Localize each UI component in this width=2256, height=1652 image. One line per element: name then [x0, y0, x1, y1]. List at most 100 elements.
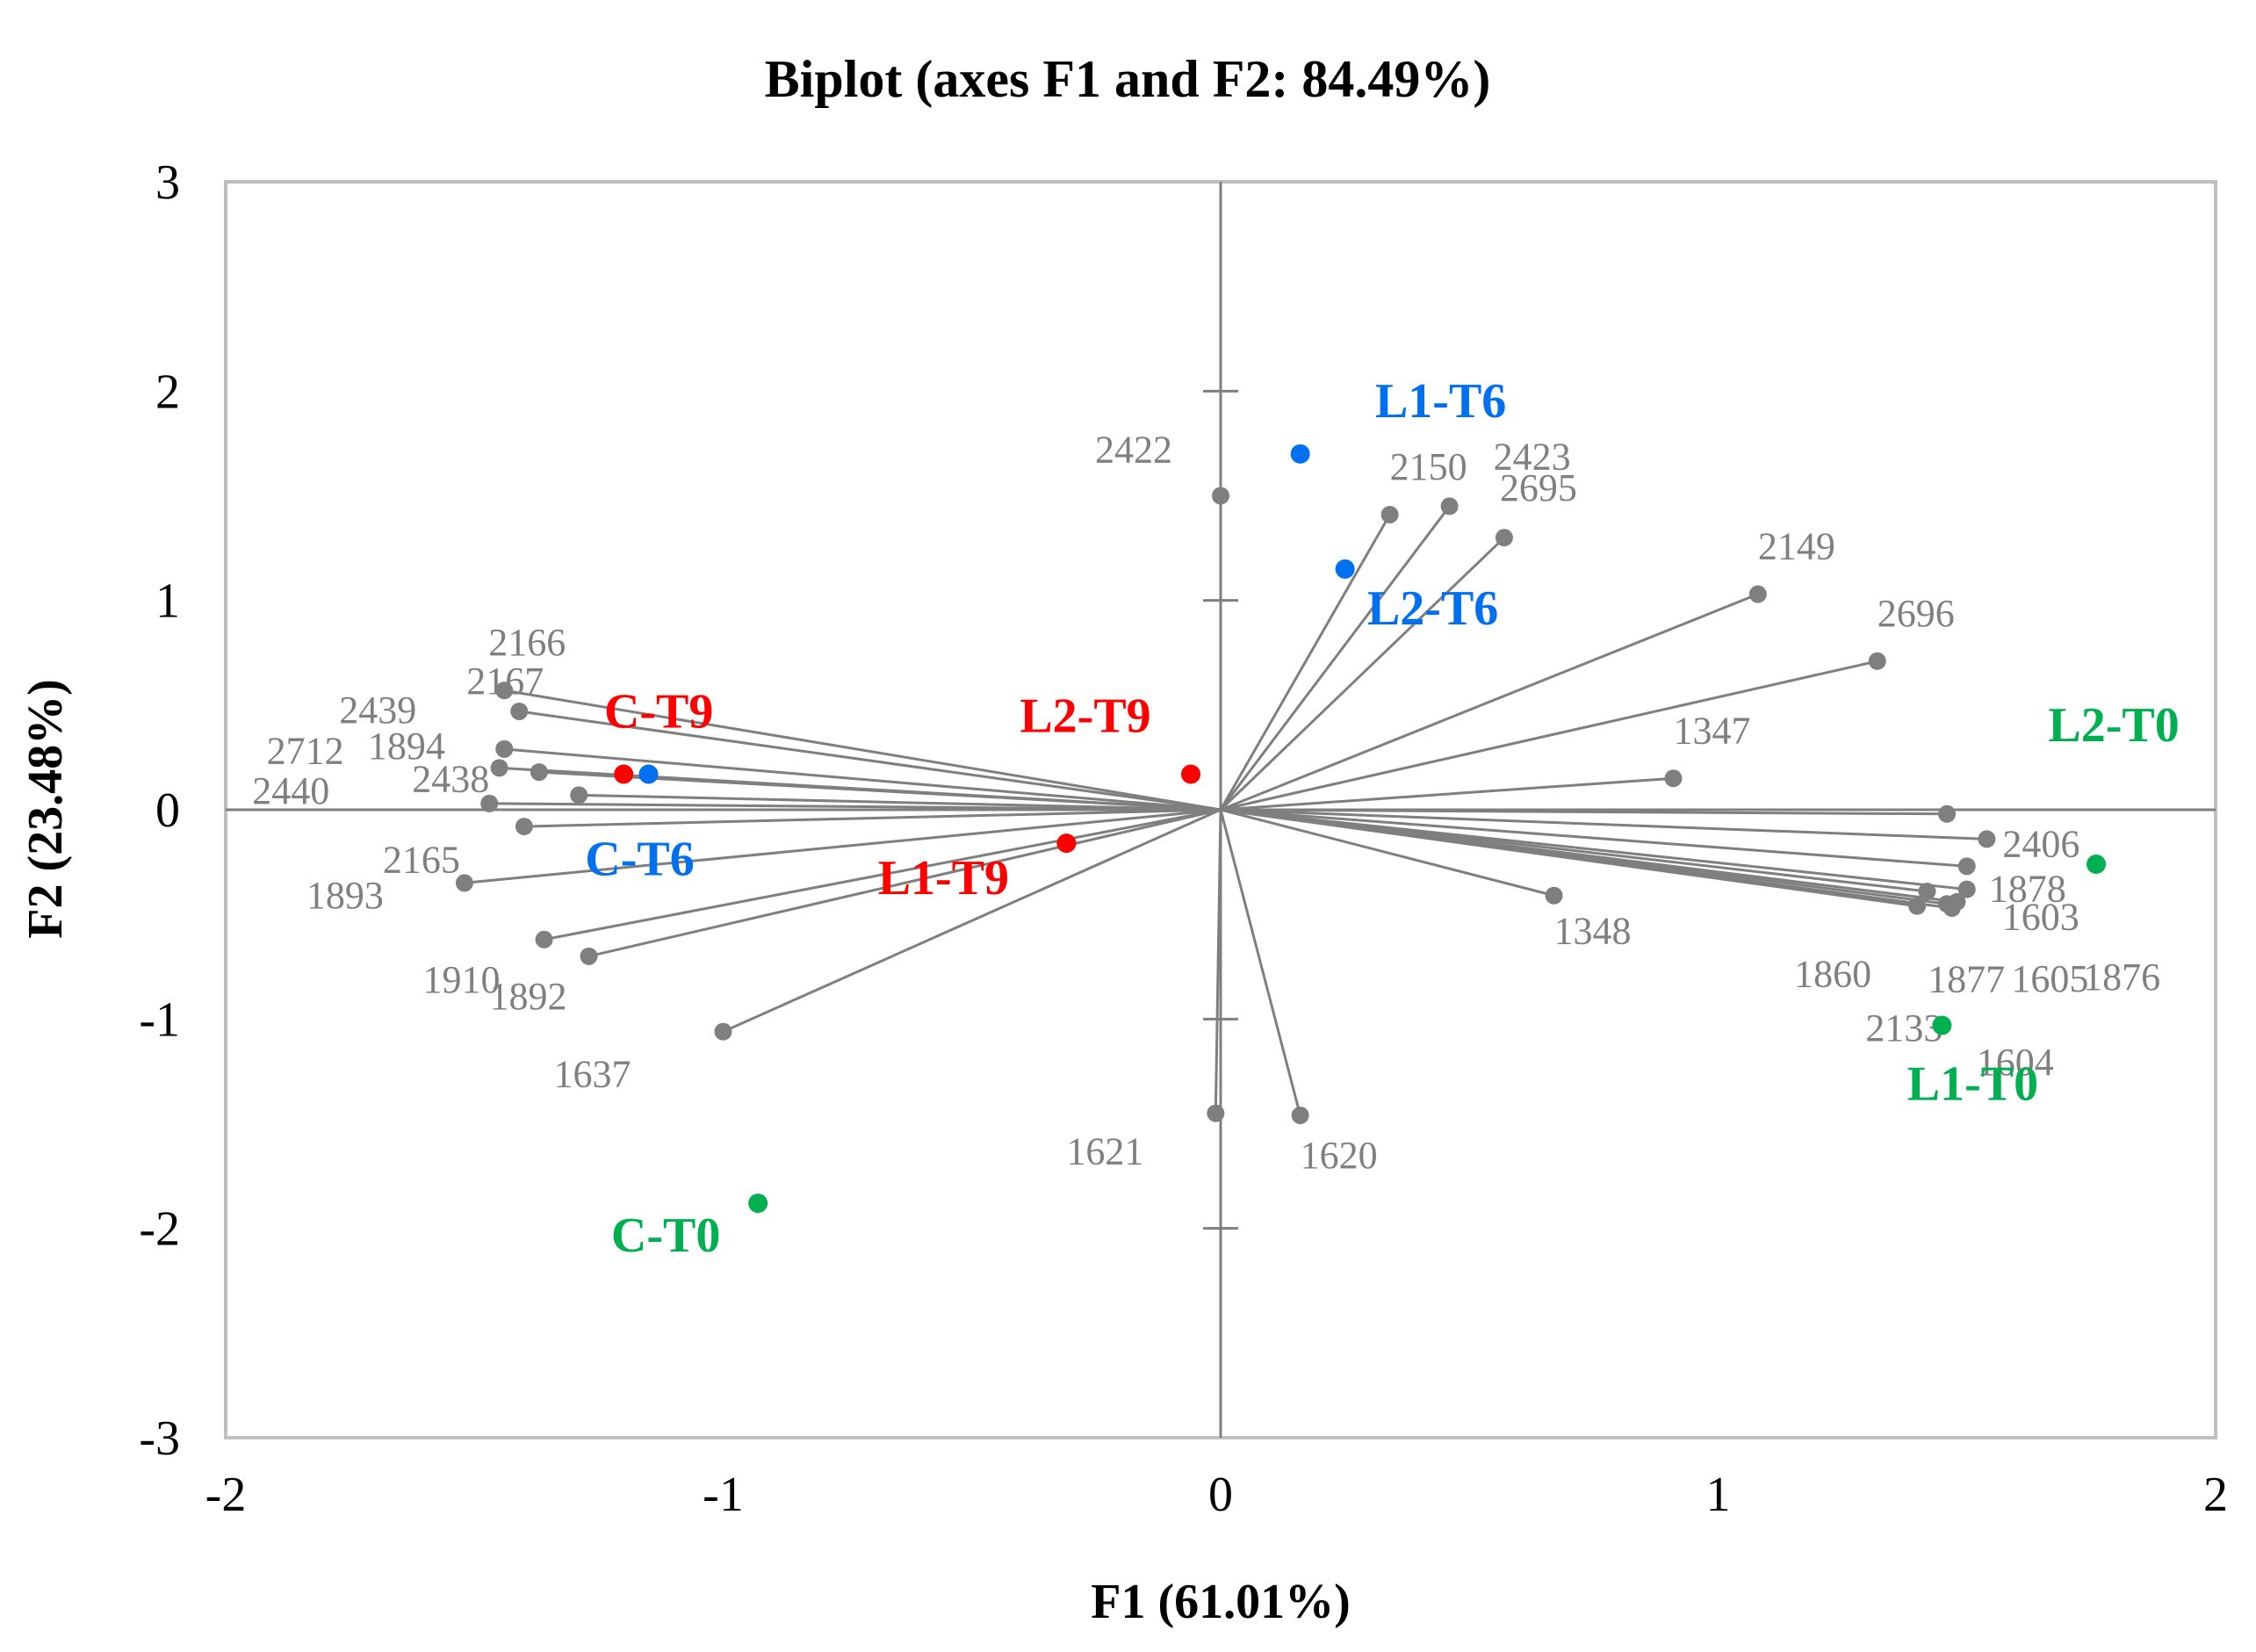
variable-vector-2438: [579, 793, 1222, 812]
observation-point-l2-t6: [1335, 559, 1355, 579]
observation-point-l2-t0: [2087, 854, 2107, 874]
variable-label-1621: 1621: [1066, 1130, 1143, 1173]
variable-label-1637: 1637: [554, 1053, 631, 1096]
observation-label-c-t0: C-T0: [611, 1208, 720, 1263]
variable-label-1876: 1876: [2083, 956, 2160, 999]
variable-label-1860: 1860: [1794, 953, 1871, 996]
variable-point-1620: [1291, 1106, 1309, 1124]
variable-vector-1910: [544, 808, 1222, 941]
variable-label-2133: 2133: [1865, 1006, 1942, 1050]
variable-vector-1621: [1214, 809, 1222, 1114]
variable-point-2166: [495, 682, 514, 700]
x-axis-title: F1 (61.01%): [1091, 1575, 1351, 1629]
variable-point-1910: [535, 930, 553, 949]
variable-vector-2149: [1220, 593, 1759, 812]
variable-label-1348: 1348: [1554, 910, 1632, 953]
x-tick-label: -1: [703, 1468, 744, 1522]
x-tick-label: 0: [1208, 1468, 1233, 1522]
observation-point-c-t9: [614, 764, 634, 784]
variable-vector-2167: [519, 710, 1222, 812]
variable-vector-1620: [1219, 809, 1302, 1116]
observation-label-l2-t0: L2-T0: [2048, 698, 2179, 753]
variable-vector-1348: [1220, 808, 1554, 898]
x-tick-label: 1: [1706, 1468, 1731, 1522]
variable-vector-1893: [523, 808, 1222, 828]
observation-point-l2-t9: [1181, 764, 1201, 784]
y-tick-label: 1: [155, 574, 180, 629]
variable-vector-2165: [464, 808, 1222, 884]
variable-label-1620: 1620: [1301, 1134, 1378, 1177]
y-tick-label: -3: [139, 1411, 180, 1466]
variable-label-1604: 1604: [1977, 1041, 2054, 1084]
observation-point-l1-t6: [1290, 444, 1310, 464]
chart-title: Biplot (axes F1 and F2: 84.49%): [765, 50, 1491, 108]
variable-label-2167: 2167: [466, 660, 544, 703]
variable-point-2712: [490, 759, 508, 777]
observation-label-l1-t6: L1-T6: [1375, 374, 1506, 429]
observation-label-c-t9: C-T9: [604, 684, 713, 739]
tick-labels: -2 -1 0 1 2 -3 -2 -1 0 1 2 3: [139, 155, 2228, 1522]
variable-point-1892: [580, 947, 598, 965]
variable-vector-2150: [1219, 514, 1391, 811]
variable-label-1878: 1878: [1989, 867, 2066, 910]
variable-point-2439: [495, 739, 514, 758]
y-tick-label: 2: [155, 364, 180, 419]
x-tick-label: -2: [205, 1468, 247, 1522]
observation-point-l1-t0: [1932, 1015, 1952, 1035]
variable-label-1910: 1910: [423, 958, 501, 1001]
variable-vector-1604: [1220, 808, 1952, 910]
variable-point-2150: [1380, 505, 1399, 523]
variable-label-1347: 1347: [1674, 709, 1751, 752]
variable-point-1876: [1938, 804, 1957, 823]
variable-vector-1347: [1220, 776, 1674, 812]
variable-vector-1892: [588, 808, 1222, 958]
variable-point-1347: [1664, 769, 1683, 788]
variable-label-2166: 2166: [488, 621, 566, 664]
variable-vector-2439: [504, 747, 1222, 812]
variable-label-1605: 1605: [2011, 957, 2088, 1000]
variable-vector-1878: [1220, 808, 1967, 868]
observation-label-l1-t0: L1-T0: [1907, 1057, 2038, 1111]
variable-point-1878: [1957, 857, 1976, 876]
observation-point-c-t0: [748, 1194, 768, 1214]
variable-point-2406: [1978, 830, 1996, 848]
variable-point-1637: [714, 1022, 732, 1041]
observation-label-l1-t9: L1-T9: [878, 851, 1009, 905]
variable-label-1877: 1877: [1928, 957, 2005, 1000]
variable-label-2406: 2406: [2002, 822, 2079, 865]
observation-point-c-t6: [638, 764, 659, 784]
variable-point-2438: [570, 786, 588, 804]
variable-label-2150: 2150: [1390, 445, 1467, 488]
variable-label-2712: 2712: [267, 729, 344, 772]
variable-label-2695: 2695: [1500, 466, 1577, 509]
variable-point-2167: [510, 702, 529, 720]
variable-vector-2696: [1220, 660, 1878, 812]
variable-point-1621: [1207, 1104, 1225, 1122]
x-tick-label: 2: [2203, 1468, 2228, 1522]
variable-label-1603: 1603: [2002, 896, 2079, 939]
variable-vector-2406: [1220, 808, 1987, 840]
variable-vector-2133: [1220, 808, 1928, 893]
variable-point-2696: [1868, 652, 1886, 670]
variable-label-1893: 1893: [306, 874, 384, 917]
variable-point-1894: [530, 763, 548, 782]
variable-label-2439: 2439: [339, 689, 416, 732]
variable-point-2423: [1440, 497, 1459, 516]
variable-point-2133: [1918, 882, 1936, 900]
y-tick-label: 0: [155, 783, 180, 838]
observation-point-l1-t9: [1056, 833, 1077, 854]
variable-label-2422: 2422: [1095, 429, 1172, 472]
y-tick-label: -1: [139, 992, 180, 1047]
variable-point-1348: [1545, 886, 1563, 905]
variable-label-2165: 2165: [383, 838, 460, 881]
variable-point-1603: [1957, 880, 1976, 898]
observation-label-l2-t6: L2-T6: [1367, 581, 1498, 636]
variable-point-2149: [1748, 585, 1767, 603]
observation-points: L1-T6 L2-T6 C-T6 C-T9 L2-T9 L1-T9 L2-T0 L1-T0 C-…: [585, 374, 2179, 1263]
variable-point-2422: [1212, 487, 1229, 505]
variable-label-2423: 2423: [1494, 435, 1571, 478]
variable-point-2165: [455, 874, 473, 892]
variable-label-2696: 2696: [1878, 592, 1955, 635]
variable-vector-2440: [489, 802, 1222, 812]
